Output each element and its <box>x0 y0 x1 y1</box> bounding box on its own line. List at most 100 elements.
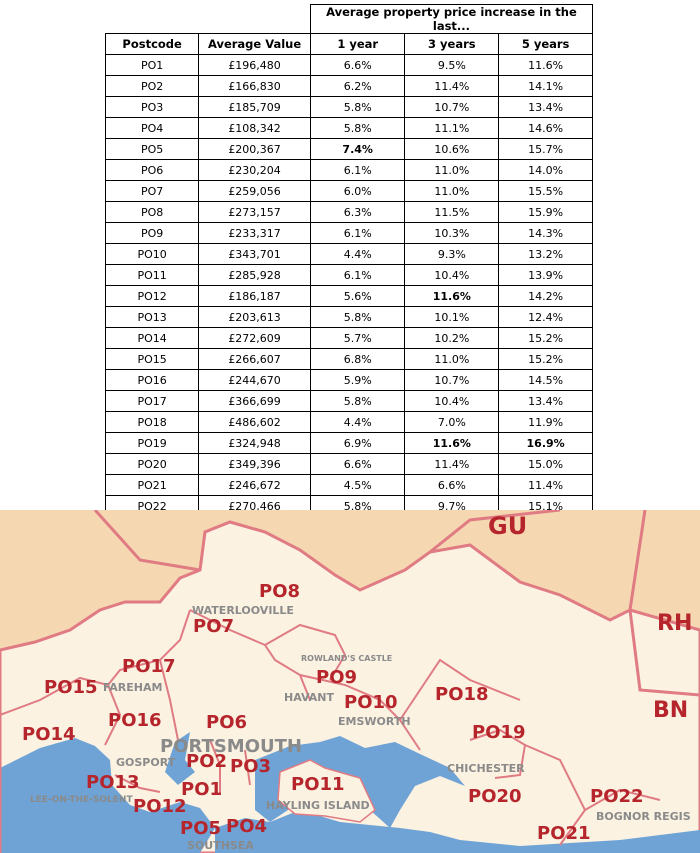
cell-average-value: £266,607 <box>198 348 311 370</box>
hayling-island <box>277 759 376 823</box>
area-label-bn: BN <box>653 698 688 723</box>
cell-postcode: PO5 <box>104 138 200 160</box>
town-label-emsworth: EMSWORTH <box>338 715 411 728</box>
cell-average-value: £166,830 <box>198 75 311 97</box>
cell-average-value: £324,948 <box>198 432 311 454</box>
cell-1-year: 5.8% <box>309 390 406 412</box>
cell-postcode: PO19 <box>104 432 200 454</box>
town-label-lee-on-the-solent: LEE-ON-THE-SOLENT <box>30 795 133 805</box>
town-label-gosport: GOSPORT <box>116 756 176 769</box>
area-label-po10: PO10 <box>344 692 398 713</box>
cell-5-years: 16.9% <box>498 432 593 454</box>
cell-average-value: £203,613 <box>198 306 311 328</box>
table-row: PO20 £349,396 6.6% 11.4% 15.0% <box>104 453 593 475</box>
cell-average-value: £244,670 <box>198 369 311 391</box>
cell-5-years: 14.5% <box>498 369 593 391</box>
cell-average-value: £343,701 <box>198 243 311 265</box>
cell-3-years: 11.0% <box>404 348 500 370</box>
cell-5-years: 15.2% <box>498 327 593 349</box>
cell-postcode: PO16 <box>104 369 200 391</box>
cell-average-value: £186,187 <box>198 285 311 307</box>
town-label-rowlands-castle: ROWLAND'S CASTLE <box>301 654 392 663</box>
cell-5-years: 13.9% <box>498 264 593 286</box>
table-row: PO9 £233,317 6.1% 10.3% 14.3% <box>104 222 593 244</box>
cell-1-year: 6.6% <box>309 54 406 76</box>
area-label-po8: PO8 <box>259 581 300 602</box>
column-header-average-value: Average Value <box>198 33 311 55</box>
town-label-southsea: SOUTHSEA <box>187 839 254 852</box>
table-row: PO3 £185,709 5.8% 10.7% 13.4% <box>104 96 593 118</box>
cell-1-year: 6.1% <box>309 159 406 181</box>
cell-1-year: 6.0% <box>309 180 406 202</box>
cell-3-years: 11.4% <box>404 75 500 97</box>
cell-5-years: 11.4% <box>498 474 593 496</box>
area-label-po1: PO1 <box>181 779 222 800</box>
cell-3-years: 11.0% <box>404 159 500 181</box>
cell-postcode: PO13 <box>104 306 200 328</box>
column-header-postcode: Postcode <box>104 33 200 55</box>
cell-postcode: PO12 <box>104 285 200 307</box>
area-label-gu: GU <box>488 512 527 540</box>
cell-3-years: 10.7% <box>404 369 500 391</box>
cell-1-year: 6.9% <box>309 432 406 454</box>
table-body: PO1 £196,480 6.6% 9.5% 11.6% PO2 £166,830 6.2% 1… <box>104 54 593 517</box>
column-header-1-year: 1 year <box>309 33 406 55</box>
town-label-waterlooville: WATERLOOVILLE <box>192 604 294 617</box>
cell-average-value: £366,699 <box>198 390 311 412</box>
area-label-po11: PO11 <box>291 774 345 795</box>
area-label-po15: PO15 <box>44 677 98 698</box>
area-label-po17: PO17 <box>122 656 176 677</box>
area-label-po4: PO4 <box>226 816 267 837</box>
cell-average-value: £259,056 <box>198 180 311 202</box>
cell-3-years: 10.2% <box>404 327 500 349</box>
table-row: PO10 £343,701 4.4% 9.3% 13.2% <box>104 243 593 265</box>
table-row: PO13 £203,613 5.8% 10.1% 12.4% <box>104 306 593 328</box>
table-row: PO21 £246,672 4.5% 6.6% 11.4% <box>104 474 593 496</box>
cell-1-year: 6.3% <box>309 201 406 223</box>
column-header-3-years: 3 years <box>404 33 500 55</box>
cell-1-year: 7.4% <box>309 138 406 160</box>
cell-postcode: PO11 <box>104 264 200 286</box>
harbour <box>165 732 195 785</box>
cell-5-years: 15.7% <box>498 138 593 160</box>
table-row: PO4 £108,342 5.8% 11.1% 14.6% <box>104 117 593 139</box>
area-label-po19: PO19 <box>472 722 526 743</box>
table-row: PO15 £266,607 6.8% 11.0% 15.2% <box>104 348 593 370</box>
cell-5-years: 14.3% <box>498 222 593 244</box>
super-header: Average property price increase in the l… <box>309 4 594 34</box>
price-table-container: Average property price increase in the l… <box>104 4 594 517</box>
town-label-hayling-island: HAYLING ISLAND <box>266 799 370 812</box>
cell-3-years: 11.0% <box>404 180 500 202</box>
area-label-po14: PO14 <box>22 724 76 745</box>
county-boundaries <box>0 510 700 853</box>
cell-1-year: 6.6% <box>309 453 406 475</box>
cell-postcode: PO3 <box>104 96 200 118</box>
area-label-po3: PO3 <box>230 756 271 777</box>
town-label-fareham: FAREHAM <box>103 681 162 694</box>
cell-5-years: 15.2% <box>498 348 593 370</box>
table-row: PO2 £166,830 6.2% 11.4% 14.1% <box>104 75 593 97</box>
cell-average-value: £108,342 <box>198 117 311 139</box>
cell-1-year: 5.6% <box>309 285 406 307</box>
table-row: PO8 £273,157 6.3% 11.5% 15.9% <box>104 201 593 223</box>
cell-1-year: 4.5% <box>309 474 406 496</box>
cell-average-value: £246,672 <box>198 474 311 496</box>
table-row: PO16 £244,670 5.9% 10.7% 14.5% <box>104 369 593 391</box>
cell-3-years: 11.6% <box>404 432 500 454</box>
area-label-po9: PO9 <box>316 667 357 688</box>
cell-postcode: PO10 <box>104 243 200 265</box>
table-row: PO5 £200,367 7.4% 10.6% 15.7% <box>104 138 593 160</box>
table-row: PO19 £324,948 6.9% 11.6% 16.9% <box>104 432 593 454</box>
cell-1-year: 5.8% <box>309 117 406 139</box>
table-row: PO14 £272,609 5.7% 10.2% 15.2% <box>104 327 593 349</box>
cell-3-years: 11.1% <box>404 117 500 139</box>
sea <box>0 738 215 853</box>
cell-3-years: 11.6% <box>404 285 500 307</box>
area-label-po20: PO20 <box>468 786 522 807</box>
cell-postcode: PO14 <box>104 327 200 349</box>
cell-3-years: 10.3% <box>404 222 500 244</box>
cell-average-value: £200,367 <box>198 138 311 160</box>
cell-5-years: 15.5% <box>498 180 593 202</box>
cell-postcode: PO9 <box>104 222 200 244</box>
cell-3-years: 9.3% <box>404 243 500 265</box>
